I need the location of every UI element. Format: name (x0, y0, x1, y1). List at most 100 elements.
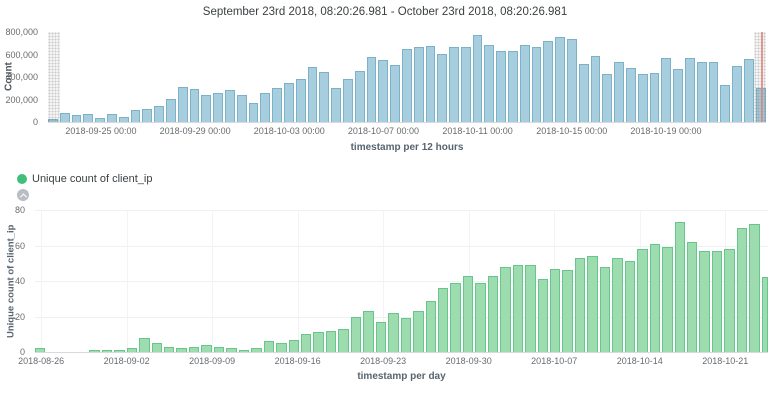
histogram-bar[interactable] (201, 344, 212, 352)
histogram-bar[interactable] (626, 68, 636, 122)
histogram-bar[interactable] (213, 346, 225, 352)
histogram-bar[interactable] (400, 318, 412, 352)
histogram-bar[interactable] (331, 88, 341, 122)
histogram-bar[interactable] (612, 257, 623, 352)
histogram-bar[interactable] (313, 332, 324, 352)
histogram-bar[interactable] (599, 266, 611, 352)
histogram-bar[interactable] (350, 316, 362, 352)
histogram-bar[interactable] (637, 73, 648, 122)
histogram-bar[interactable] (288, 339, 299, 352)
histogram-bar[interactable] (555, 37, 566, 122)
histogram-bar[interactable] (176, 348, 187, 352)
histogram-bar[interactable] (437, 54, 448, 122)
histogram-bar[interactable] (163, 346, 175, 352)
histogram-bar[interactable] (165, 98, 176, 122)
histogram-bar[interactable] (450, 282, 461, 352)
histogram-bar[interactable] (484, 44, 495, 122)
histogram-bar[interactable] (755, 88, 766, 122)
histogram-bar[interactable] (95, 117, 105, 122)
histogram-bar[interactable] (342, 79, 353, 122)
histogram-bar[interactable] (732, 65, 743, 122)
histogram-bar[interactable] (550, 268, 561, 352)
histogram-bar[interactable] (685, 57, 695, 122)
histogram-bar[interactable] (637, 249, 648, 352)
histogram-bar[interactable] (624, 261, 636, 352)
histogram-bar[interactable] (276, 343, 287, 352)
histogram-bar[interactable] (587, 256, 598, 352)
histogram-bar[interactable] (437, 288, 449, 352)
histogram-bar[interactable] (260, 92, 271, 122)
histogram-bar[interactable] (375, 321, 387, 352)
histogram-bar[interactable] (295, 78, 306, 122)
legend-item[interactable]: Unique count of client_ip (17, 173, 152, 185)
histogram-bar[interactable] (525, 265, 536, 352)
histogram-bar[interactable] (319, 71, 330, 122)
count-plot-area[interactable] (48, 32, 766, 123)
histogram-bar[interactable] (101, 350, 113, 352)
histogram-bar[interactable] (378, 59, 389, 122)
histogram-bar[interactable] (649, 243, 661, 352)
histogram-bar[interactable] (224, 90, 235, 122)
histogram-bar[interactable] (388, 312, 399, 352)
histogram-bar[interactable] (83, 113, 94, 122)
histogram-bar[interactable] (248, 102, 259, 122)
histogram-bar[interactable] (177, 87, 188, 122)
histogram-bar[interactable] (300, 334, 312, 352)
histogram-bar[interactable] (574, 257, 586, 352)
histogram-bar[interactable] (475, 282, 486, 352)
histogram-bar[interactable] (139, 337, 150, 352)
histogram-bar[interactable] (263, 341, 275, 352)
histogram-bar[interactable] (512, 265, 524, 352)
histogram-bar[interactable] (236, 95, 247, 122)
histogram-bar[interactable] (449, 46, 459, 122)
histogram-bar[interactable] (283, 82, 294, 122)
histogram-bar[interactable] (487, 275, 499, 352)
histogram-bar[interactable] (472, 35, 483, 122)
histogram-bar[interactable] (578, 63, 589, 122)
histogram-bar[interactable] (154, 106, 164, 122)
histogram-bar[interactable] (59, 113, 70, 122)
histogram-bar[interactable] (711, 250, 723, 352)
unique-clients-plot-area[interactable] (35, 210, 768, 353)
histogram-bar[interactable] (543, 41, 554, 122)
histogram-bar[interactable] (687, 241, 698, 352)
histogram-bar[interactable] (749, 224, 760, 352)
histogram-bar[interactable] (130, 109, 141, 122)
histogram-bar[interactable] (188, 346, 200, 352)
histogram-bar[interactable] (531, 47, 542, 122)
histogram-bar[interactable] (661, 58, 672, 122)
histogram-bar[interactable] (649, 72, 660, 122)
histogram-bar[interactable] (226, 348, 237, 352)
histogram-bar[interactable] (401, 48, 412, 122)
histogram-bar[interactable] (699, 250, 710, 352)
histogram-bar[interactable] (151, 343, 162, 352)
histogram-bar[interactable] (567, 39, 577, 122)
histogram-bar[interactable] (462, 275, 474, 352)
histogram-bar[interactable] (201, 94, 212, 122)
histogram-bar[interactable] (142, 109, 153, 122)
histogram-bar[interactable] (366, 57, 377, 122)
histogram-bar[interactable] (35, 348, 46, 352)
histogram-bar[interactable] (519, 45, 530, 122)
legend-collapse-button[interactable] (17, 189, 29, 201)
histogram-bar[interactable] (425, 45, 436, 122)
histogram-bar[interactable] (602, 73, 613, 122)
histogram-bar[interactable] (354, 70, 365, 122)
histogram-bar[interactable] (500, 266, 511, 352)
histogram-bar[interactable] (720, 85, 731, 122)
histogram-bar[interactable] (413, 47, 424, 122)
histogram-bar[interactable] (662, 247, 673, 352)
histogram-bar[interactable] (251, 348, 262, 352)
histogram-bar[interactable] (674, 222, 686, 352)
histogram-bar[interactable] (189, 89, 200, 122)
histogram-bar[interactable] (496, 51, 507, 122)
histogram-bar[interactable] (590, 55, 601, 122)
histogram-bar[interactable] (126, 348, 138, 352)
histogram-bar[interactable] (89, 350, 100, 352)
histogram-bar[interactable] (272, 88, 282, 122)
histogram-bar[interactable] (106, 113, 117, 122)
histogram-bar[interactable] (363, 311, 374, 352)
histogram-bar[interactable] (338, 328, 349, 352)
histogram-bar[interactable] (213, 92, 223, 122)
histogram-bar[interactable] (724, 249, 735, 352)
